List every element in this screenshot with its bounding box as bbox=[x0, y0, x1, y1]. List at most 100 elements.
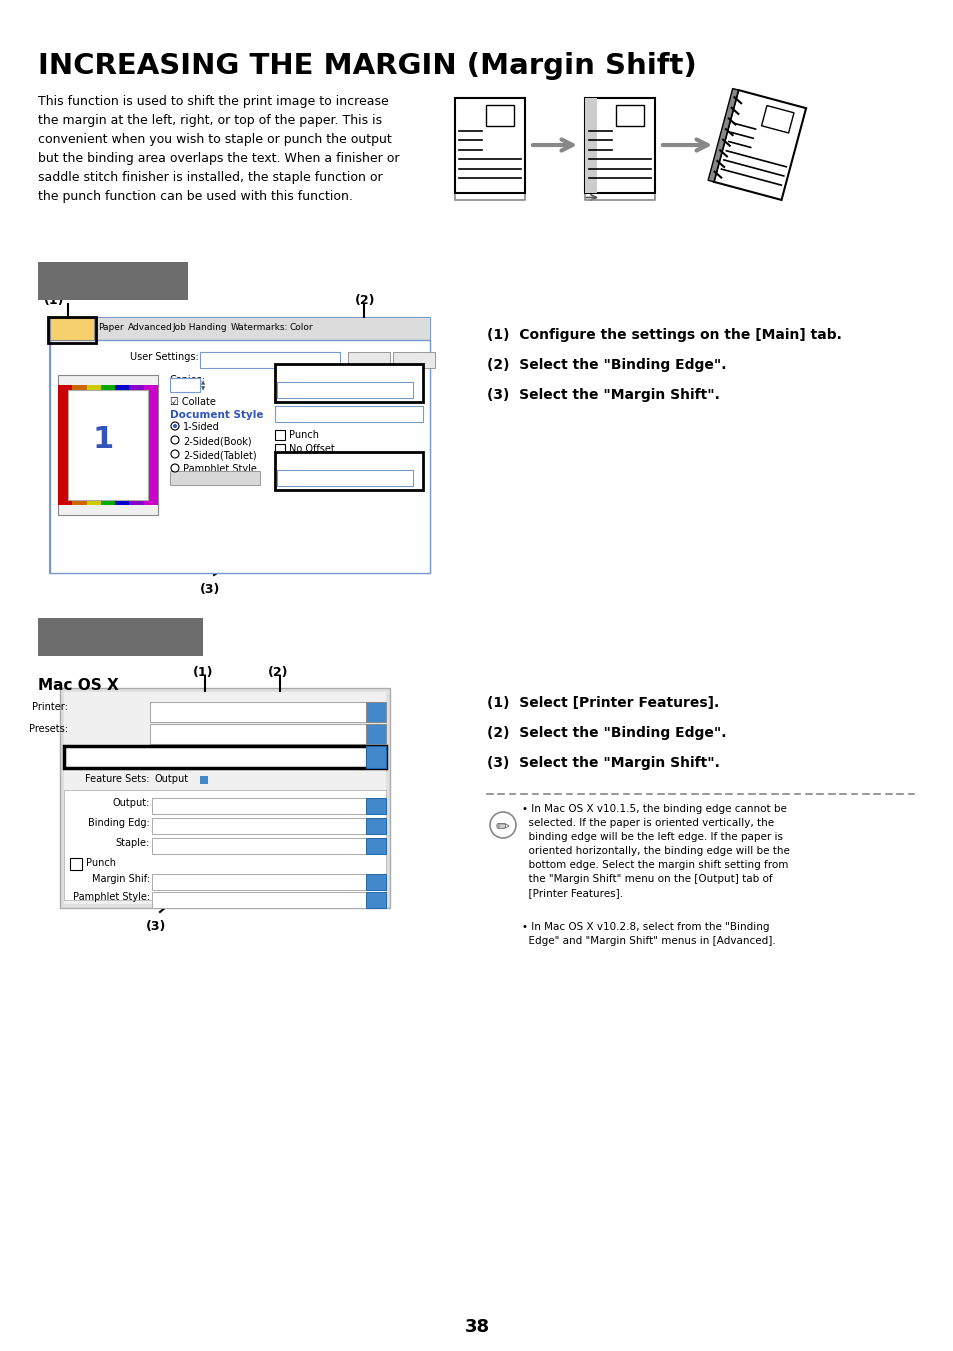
Text: (3)  Select the "Margin Shift".: (3) Select the "Margin Shift". bbox=[486, 388, 720, 403]
Bar bbox=[64, 790, 386, 900]
Text: Binding Edge:: Binding Edge: bbox=[278, 366, 355, 376]
Text: the margin at the left, right, or top of the paper. This is: the margin at the left, right, or top of… bbox=[38, 113, 382, 127]
Bar bbox=[393, 353, 435, 367]
Polygon shape bbox=[713, 91, 805, 200]
Bar bbox=[366, 724, 386, 744]
Bar bbox=[170, 471, 260, 485]
Polygon shape bbox=[616, 105, 644, 126]
Text: 2-Sided(Tablet): 2-Sided(Tablet) bbox=[183, 450, 256, 459]
Bar bbox=[152, 817, 366, 834]
Circle shape bbox=[171, 463, 179, 471]
Bar bbox=[87, 385, 101, 505]
Text: Tied Pamphlet: Tied Pamphlet bbox=[172, 471, 237, 480]
Bar bbox=[150, 703, 381, 721]
Bar bbox=[101, 385, 115, 505]
Text: convenient when you wish to staple or punch the output: convenient when you wish to staple or pu… bbox=[38, 132, 392, 146]
Text: Punch: Punch bbox=[289, 430, 318, 440]
Text: Output:: Output: bbox=[112, 798, 150, 808]
Text: Staple:: Staple: bbox=[115, 838, 150, 848]
Bar bbox=[50, 340, 430, 573]
Text: 1: 1 bbox=[92, 426, 114, 454]
Bar bbox=[152, 838, 366, 854]
Bar bbox=[200, 353, 339, 367]
Text: Save...: Save... bbox=[352, 353, 382, 361]
Bar bbox=[64, 692, 386, 904]
Text: Paper: Paper bbox=[98, 323, 124, 332]
Text: None: None bbox=[277, 407, 303, 416]
Bar bbox=[366, 703, 386, 721]
Bar bbox=[276, 470, 413, 486]
Text: Color: Color bbox=[290, 323, 314, 332]
Bar bbox=[274, 453, 422, 490]
Text: Main: Main bbox=[56, 323, 81, 332]
Polygon shape bbox=[455, 97, 524, 192]
Text: Untitled: Untitled bbox=[203, 353, 241, 362]
Text: Job Handing: Job Handing bbox=[172, 323, 227, 332]
Circle shape bbox=[171, 450, 179, 458]
Text: User Settings:: User Settings: bbox=[130, 353, 198, 362]
Text: Off: Off bbox=[156, 839, 171, 848]
Text: Off: Off bbox=[156, 893, 171, 902]
Text: Left: Left bbox=[280, 382, 298, 393]
Polygon shape bbox=[707, 89, 738, 182]
Text: (1)  Select [Printer Features].: (1) Select [Printer Features]. bbox=[486, 696, 719, 711]
Bar bbox=[274, 363, 422, 403]
Text: 1: 1 bbox=[172, 378, 179, 388]
Text: N-Up Printing: N-Up Printing bbox=[58, 497, 123, 507]
Text: Left: Left bbox=[156, 819, 174, 830]
Bar bbox=[274, 430, 285, 440]
Bar bbox=[68, 390, 148, 500]
Text: Windows: Windows bbox=[48, 270, 153, 290]
Text: ▲
▼: ▲ ▼ bbox=[201, 380, 205, 390]
Text: Printer:: Printer: bbox=[32, 703, 68, 712]
Text: ✏: ✏ bbox=[496, 817, 509, 835]
Bar bbox=[366, 746, 386, 767]
Text: Margin Shift:: Margin Shift: bbox=[278, 454, 351, 463]
Text: • In Mac OS X v10.2.8, select from the "Binding
  Edge" and "Margin Shift" menus: • In Mac OS X v10.2.8, select from the "… bbox=[521, 921, 775, 946]
Polygon shape bbox=[760, 105, 793, 132]
Text: (1): (1) bbox=[44, 295, 65, 307]
Text: ☑ Collate: ☑ Collate bbox=[170, 397, 215, 407]
Bar bbox=[70, 858, 82, 870]
Bar bbox=[366, 892, 386, 908]
Text: No Offset: No Offset bbox=[289, 444, 335, 454]
Text: Punch: Punch bbox=[86, 858, 116, 867]
Bar bbox=[38, 617, 203, 657]
Bar bbox=[50, 317, 430, 573]
Text: 0.4 in.: 0.4 in. bbox=[156, 875, 186, 885]
Text: INCREASING THE MARGIN (Margin Shift): INCREASING THE MARGIN (Margin Shift) bbox=[38, 51, 696, 80]
Text: (3)  Select the "Margin Shift".: (3) Select the "Margin Shift". bbox=[486, 757, 720, 770]
Text: Margin Shif:: Margin Shif: bbox=[91, 874, 150, 884]
Text: Presets:: Presets: bbox=[29, 724, 68, 734]
Text: (1)  Configure the settings on the [Main] tab.: (1) Configure the settings on the [Main]… bbox=[486, 328, 841, 342]
Bar bbox=[200, 775, 208, 784]
Text: (3): (3) bbox=[146, 920, 166, 934]
Bar bbox=[348, 353, 390, 367]
Text: 38: 38 bbox=[464, 1319, 489, 1336]
Bar bbox=[130, 385, 144, 505]
Text: This function is used to shift the print image to increase: This function is used to shift the print… bbox=[38, 95, 388, 108]
Text: Mac OS X: Mac OS X bbox=[38, 678, 118, 693]
Bar bbox=[60, 688, 390, 908]
Text: Advanced: Advanced bbox=[128, 323, 172, 332]
Text: but the binding area overlaps the text. When a finisher or: but the binding area overlaps the text. … bbox=[38, 153, 399, 165]
Bar bbox=[72, 385, 87, 505]
Bar bbox=[50, 317, 94, 340]
Bar bbox=[64, 746, 386, 767]
Bar bbox=[276, 382, 413, 399]
Text: (2): (2) bbox=[355, 295, 375, 307]
Bar bbox=[152, 874, 366, 890]
Bar bbox=[115, 385, 130, 505]
Bar bbox=[50, 317, 430, 340]
Text: (2)  Select the "Binding Edge".: (2) Select the "Binding Edge". bbox=[486, 358, 726, 372]
Text: 1-Sided: 1-Sided bbox=[183, 422, 219, 432]
Bar bbox=[58, 376, 158, 515]
Bar bbox=[170, 378, 200, 392]
Text: Pamphlet Style:: Pamphlet Style: bbox=[72, 892, 150, 902]
Text: Copies:: Copies: bbox=[170, 376, 206, 385]
Bar bbox=[58, 385, 72, 505]
Text: Staple:: Staple: bbox=[274, 408, 309, 417]
Circle shape bbox=[171, 436, 179, 444]
Text: 0.4 in.: 0.4 in. bbox=[280, 470, 310, 480]
Polygon shape bbox=[584, 97, 655, 192]
